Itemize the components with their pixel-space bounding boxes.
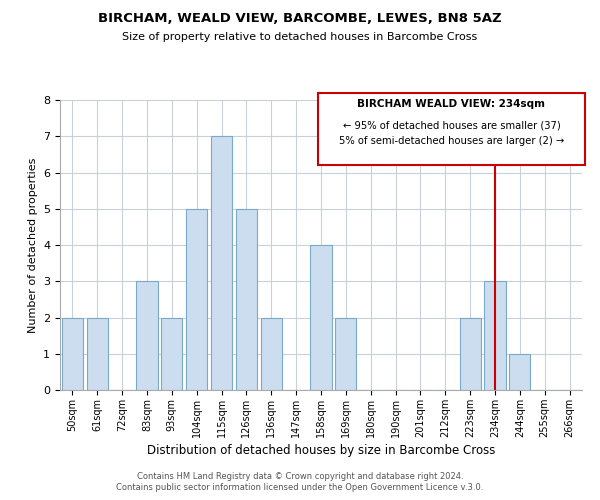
Text: Contains HM Land Registry data © Crown copyright and database right 2024.: Contains HM Land Registry data © Crown c… [137, 472, 463, 481]
Bar [87, 318, 108, 390]
Bar [335, 318, 356, 390]
Bar [211, 136, 232, 390]
Text: Size of property relative to detached houses in Barcombe Cross: Size of property relative to detached ho… [122, 32, 478, 42]
Bar [136, 281, 158, 390]
X-axis label: Distribution of detached houses by size in Barcombe Cross: Distribution of detached houses by size … [147, 444, 495, 457]
Bar [484, 281, 506, 390]
Bar [236, 209, 257, 390]
Text: BIRCHAM WEALD VIEW: 234sqm: BIRCHAM WEALD VIEW: 234sqm [358, 98, 545, 108]
Bar [460, 318, 481, 390]
Text: Contains public sector information licensed under the Open Government Licence v.: Contains public sector information licen… [116, 483, 484, 492]
Bar [161, 318, 182, 390]
Bar [62, 318, 83, 390]
Bar [310, 245, 332, 390]
Bar [509, 354, 530, 390]
Text: BIRCHAM, WEALD VIEW, BARCOMBE, LEWES, BN8 5AZ: BIRCHAM, WEALD VIEW, BARCOMBE, LEWES, BN… [98, 12, 502, 26]
Text: ← 95% of detached houses are smaller (37): ← 95% of detached houses are smaller (37… [343, 120, 560, 130]
Bar [186, 209, 207, 390]
Y-axis label: Number of detached properties: Number of detached properties [28, 158, 38, 332]
Text: 5% of semi-detached houses are larger (2) →: 5% of semi-detached houses are larger (2… [339, 136, 564, 146]
Bar [261, 318, 282, 390]
